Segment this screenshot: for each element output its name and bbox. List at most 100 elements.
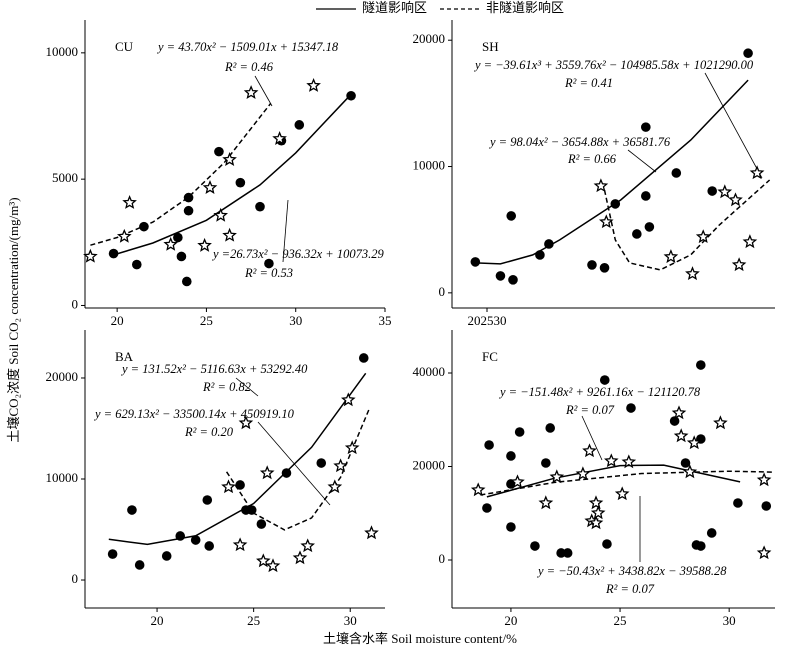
star-point	[470, 482, 486, 497]
legend-label: 非隧道影响区	[486, 0, 564, 15]
y-tick-label: 5000	[52, 170, 78, 185]
y-tick-label: 0	[439, 284, 446, 299]
circle-point	[176, 251, 187, 262]
star-point	[232, 537, 248, 552]
star-point	[749, 165, 765, 180]
leader-line	[704, 72, 763, 179]
star-point	[614, 486, 630, 501]
circle-point	[294, 120, 305, 130]
r-squared: R² = 0.66	[567, 152, 617, 166]
circle-point	[495, 271, 506, 281]
r-squared: R² = 0.53	[244, 266, 293, 280]
circle-point	[514, 427, 525, 437]
circle-point	[346, 90, 356, 101]
circle-point	[235, 177, 246, 188]
star-point	[163, 236, 179, 251]
fit-curve	[480, 470, 773, 496]
fit-curve	[108, 372, 367, 546]
equation: y = 629.13x² − 33500.14x + 450919.10	[93, 407, 295, 421]
star-point	[538, 495, 554, 510]
circle-point	[562, 548, 573, 558]
star-point	[756, 472, 772, 487]
circle-point	[256, 519, 267, 529]
star-point	[695, 229, 711, 244]
circle-point	[761, 501, 772, 511]
circle-point	[235, 480, 245, 490]
circle-point	[316, 458, 327, 468]
circle-point	[733, 498, 743, 508]
circle-point	[134, 560, 145, 570]
x-tick-label: 25	[614, 613, 627, 628]
star-point	[300, 538, 316, 553]
circle-point	[599, 375, 610, 385]
circle-point	[358, 353, 369, 363]
r-squared: R² = 0.07	[605, 582, 655, 596]
y-tick-label: 0	[439, 551, 446, 566]
star-point	[756, 545, 772, 560]
circle-point	[535, 250, 545, 260]
circle-point	[202, 495, 213, 505]
circle-point	[508, 275, 518, 285]
star-point	[344, 440, 360, 455]
fit-curve	[475, 79, 749, 265]
circle-point	[161, 551, 172, 561]
star-point	[682, 464, 698, 479]
y-axis-label: 土壤CO₂浓度 Soil CO₂ concentration/(mg/m³)	[6, 197, 21, 442]
circle-point	[695, 360, 706, 370]
legend-label: 隧道影响区	[362, 0, 427, 15]
r-squared: R² = 0.20	[184, 425, 234, 439]
star-point	[265, 558, 281, 573]
y-tick-label: 10000	[46, 44, 79, 59]
star-point	[292, 550, 308, 565]
panel-title: SH	[482, 39, 499, 54]
star-point	[742, 234, 758, 249]
equation: y =26.73x² − 936.32x + 10073.29	[211, 247, 384, 261]
equation: y = 43.70x² − 1509.01x + 15347.18	[156, 40, 339, 54]
fit-curve	[113, 95, 350, 256]
star-point	[306, 78, 321, 92]
star-point	[728, 192, 743, 207]
circle-point	[175, 531, 186, 541]
x-tick-label: 35	[379, 313, 392, 328]
circle-point	[108, 248, 119, 259]
y-tick-label: 20000	[413, 31, 446, 46]
star-point	[582, 443, 597, 458]
circle-point	[707, 186, 717, 196]
circle-point	[541, 458, 551, 468]
r-squared: R² = 0.07	[565, 403, 615, 417]
circle-point	[602, 539, 612, 549]
x-tick-label: 25	[247, 613, 260, 628]
equation: y = 131.52x² − 5116.63x + 53292.40	[120, 362, 308, 376]
circle-point	[530, 541, 540, 551]
circle-point	[671, 168, 682, 178]
x-tick-label: 20	[504, 613, 517, 628]
circle-point	[680, 458, 691, 468]
circle-point	[587, 260, 597, 270]
star-point	[340, 392, 356, 407]
x-axis-label: 土壤含水率 Soil moisture content/%	[323, 631, 517, 646]
star-point	[222, 151, 237, 167]
leader-line	[257, 421, 331, 506]
star-point	[221, 479, 236, 494]
panel-title: CU	[115, 39, 134, 54]
fit-curve	[603, 179, 771, 271]
y-tick-label: 10000	[46, 470, 79, 485]
star-point	[588, 495, 604, 510]
circle-point	[626, 403, 636, 413]
star-point	[364, 525, 379, 540]
star-point	[673, 428, 689, 443]
star-point	[259, 465, 275, 480]
circle-point	[743, 48, 753, 59]
star-point	[83, 248, 98, 263]
star-point	[327, 479, 343, 494]
leader-line	[627, 149, 657, 173]
star-point	[575, 466, 591, 481]
equation: y = −39.61x³ + 3559.76x² − 104985.58x + …	[473, 58, 754, 72]
star-point	[222, 227, 237, 242]
star-point	[713, 415, 728, 430]
star-point	[549, 469, 565, 484]
circle-point	[107, 549, 118, 559]
y-tick-label: 0	[72, 296, 79, 311]
star-point	[333, 458, 348, 473]
